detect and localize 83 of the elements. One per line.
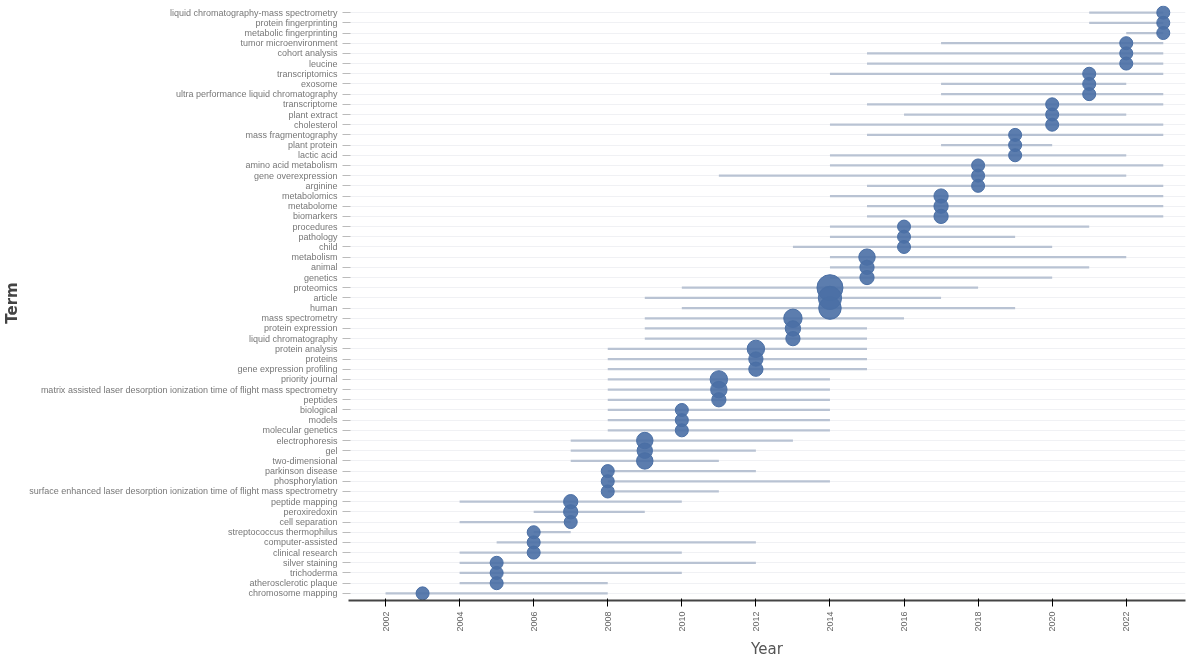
bar	[570, 439, 793, 442]
y-tick-label: atherosclerotic plaque	[249, 578, 338, 589]
y-tick-label: computer-assisted	[263, 537, 338, 548]
x-tick-label: 2018	[973, 611, 984, 632]
y-tick-label: genetics	[303, 272, 338, 283]
y-tick-label: arginine	[305, 180, 338, 191]
y-tick-label: two-dimensional	[272, 455, 338, 466]
x-tick-label: 2002	[380, 611, 391, 632]
y-tick-label: proteins	[305, 354, 338, 365]
bar	[867, 62, 1164, 65]
y-tick-label: gene expression profiling	[237, 364, 338, 375]
y-tick-label: lactic acid	[297, 150, 338, 161]
y-tick-label: metabolism	[291, 252, 338, 263]
x-tick-label: 2020	[1047, 611, 1058, 632]
y-tick-label: liquid chromatography-mass spectrometry	[169, 7, 338, 18]
bar	[607, 388, 830, 391]
x-tick-label: 2022	[1121, 611, 1132, 632]
y-tick-label: priority journal	[280, 374, 338, 385]
y-tick-label: transcriptomics	[276, 68, 338, 79]
y-tick-label: gel	[325, 445, 338, 456]
y-tick-label: peptides	[303, 394, 338, 405]
y-tick-label: pathology	[298, 231, 338, 242]
y-tick-label: peptide mapping	[270, 496, 338, 507]
y-tick-label: cohort analysis	[277, 48, 338, 59]
y-tick-label: protein analysis	[274, 343, 338, 354]
y-tick-label: models	[308, 415, 338, 426]
y-tick-label: animal	[310, 262, 338, 273]
y-tick-label: metabolome	[287, 201, 338, 212]
x-tick-label: 2014	[824, 611, 835, 632]
y-tick-label: chromosome mapping	[248, 588, 338, 599]
y-tick-label: proteomics	[293, 282, 338, 293]
y-tick-label: article	[313, 292, 338, 303]
y-tick-label: tumor microenvironment	[240, 38, 338, 49]
y-tick-label: biomarkers	[292, 211, 338, 222]
y-tick-label: peroxiredoxin	[283, 506, 338, 517]
y-tick-label: matrix assisted laser desorption ionization time of flight mass spectrometry	[40, 384, 338, 395]
bar	[867, 52, 1164, 55]
bar	[644, 327, 867, 330]
x-tick-label: 2012	[750, 611, 761, 632]
y-tick-label: amino acid metabolism	[245, 160, 338, 171]
y-tick-label: surface enhanced laser desorption ionization time of flight mass spectrometry	[29, 486, 338, 497]
x-tick-label: 2016	[899, 611, 910, 632]
y-tick-label: ultra performance liquid chromatography	[175, 89, 338, 100]
bar	[829, 164, 1164, 167]
bar	[867, 215, 1164, 218]
y-tick-label: transcriptome	[282, 99, 338, 110]
y-tick-label: metabolic fingerprinting	[244, 28, 338, 39]
x-tick-label: 2004	[454, 611, 465, 632]
y-tick-label: exosome	[300, 78, 338, 89]
y-tick-label: cell separation	[279, 517, 338, 528]
y-tick-label: parkinson disease	[264, 466, 338, 477]
x-tick-label: 2006	[528, 611, 539, 632]
y-axis-title: Term	[3, 282, 22, 324]
y-tick-label: molecular genetics	[262, 425, 338, 436]
y-tick-label: electrophoresis	[276, 435, 338, 446]
bar	[607, 378, 830, 381]
y-tick-label: child	[318, 241, 338, 252]
y-tick-label: protein expression	[263, 323, 338, 334]
y-tick-label: phosphorylation	[273, 476, 338, 487]
y-tick-label: mass fragmentography	[245, 129, 338, 140]
y-tick-label: liquid chromatography	[248, 333, 338, 344]
x-tick-label: 2008	[602, 611, 613, 632]
y-tick-label: plant extract	[288, 109, 338, 120]
bar	[829, 225, 1090, 228]
x-tick-label: 2010	[676, 611, 687, 632]
y-tick-label: leucine	[308, 58, 338, 69]
x-axis-title: Year	[750, 639, 784, 658]
bar	[459, 551, 682, 554]
y-tick-label: silver staining	[282, 557, 338, 568]
y-tick-label: biological	[299, 404, 338, 415]
y-tick-label: clinical research	[272, 547, 338, 558]
y-tick-label: cholesterol	[293, 119, 338, 130]
y-tick-label: streptococcus thermophilus	[227, 527, 338, 538]
y-tick-label: protein fingerprinting	[255, 17, 338, 28]
y-tick-label: mass spectrometry	[261, 313, 338, 324]
y-tick-label: plant protein	[287, 140, 338, 151]
y-tick-label: metabolomics	[281, 191, 338, 202]
y-tick-label: trichoderma	[289, 567, 338, 578]
y-tick-label: human	[309, 303, 338, 314]
bar	[496, 541, 756, 544]
y-tick-label: procedures	[292, 221, 338, 232]
y-tick-label: gene overexpression	[253, 170, 338, 181]
bar	[904, 113, 1127, 116]
